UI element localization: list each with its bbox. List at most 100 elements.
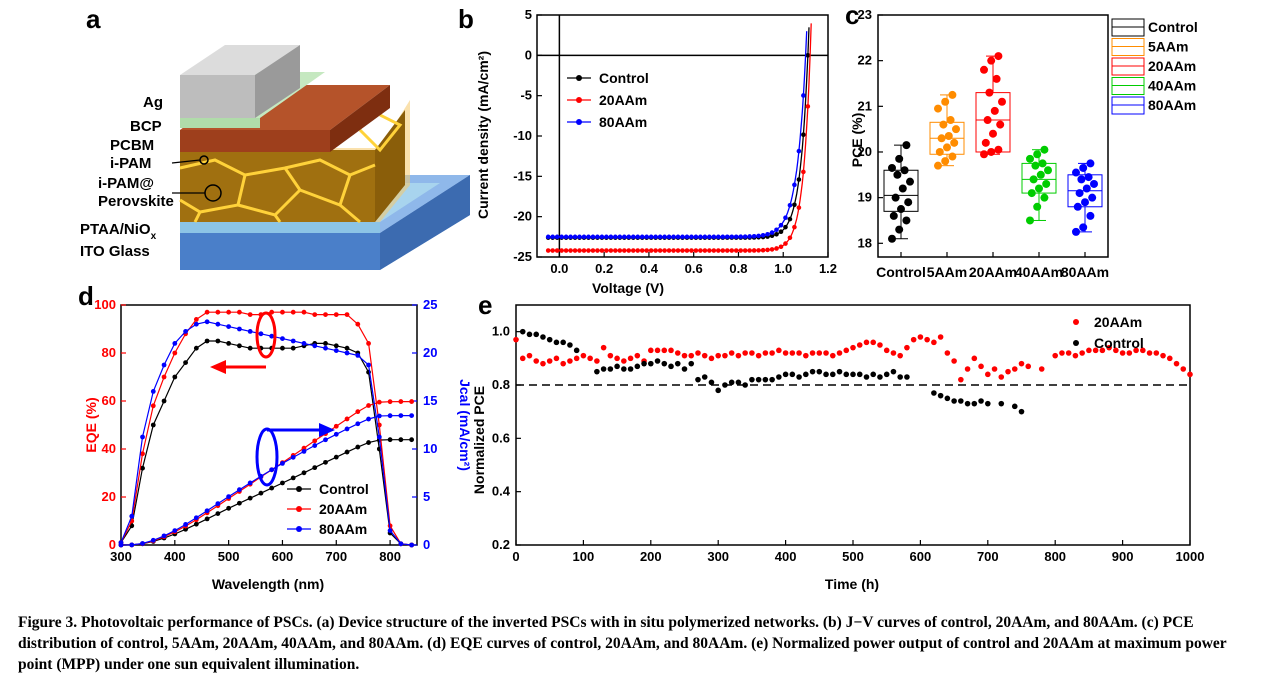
e-point-20AAm (803, 352, 809, 359)
e-point-Control (695, 376, 701, 383)
b-x-tick-label: 0.0 (550, 261, 568, 276)
b-point-20AAm (559, 248, 564, 253)
e-point-20AAm (870, 339, 877, 346)
b-line-20AAm (548, 23, 812, 252)
e-plot-frame (515, 304, 1191, 546)
c-point-Control (904, 198, 913, 207)
c-point-5AAm (943, 143, 951, 152)
e-point-Control (951, 398, 957, 404)
e-point-20AAm (890, 350, 897, 356)
b-y-tick-label: -5 (520, 88, 532, 103)
b-point-Control (774, 232, 779, 237)
b-y-tick-label: 0 (525, 47, 532, 62)
b-point-20AAm (572, 248, 578, 253)
d-eqe-point-Control (161, 398, 167, 404)
d-jsc-point-20AAm (398, 399, 404, 404)
e-point-Control (964, 400, 971, 407)
e-point-20AAm (856, 342, 863, 348)
b-point-80AAm (742, 234, 748, 239)
e-point-20AAm (674, 350, 681, 356)
d-jsc-point-20AAm (409, 399, 415, 404)
b-point-80AAm (626, 234, 632, 240)
c-point-Control (906, 177, 914, 186)
c-point-5AAm (939, 120, 948, 129)
d-jsc-point-20AAm (387, 399, 393, 405)
b-point-20AAm (644, 248, 649, 253)
b-point-80AAm (792, 182, 797, 188)
e-point-Control (668, 363, 674, 370)
d-eqe-point-80AAm (387, 528, 393, 533)
e-point-Control (985, 400, 991, 407)
b-point-20AAm (599, 248, 605, 253)
b-point-20AAm (662, 248, 667, 253)
d-jsc-point-Control (387, 437, 393, 443)
c-point-80AAm (1086, 159, 1095, 168)
e-point-20AAm (998, 374, 1005, 380)
d-y-tick-label: 80 (102, 345, 116, 360)
d-y2-tick-label: 20 (423, 345, 437, 360)
e-point-Control (836, 368, 843, 375)
e-point-Control (850, 371, 856, 378)
d-jsc-line-Control (120, 439, 412, 546)
d-eqe-ellipse (255, 311, 277, 359)
b-point-80AAm (559, 234, 564, 240)
d-x-tick-label: 600 (272, 549, 294, 564)
ipam-marker (199, 155, 209, 165)
b-y-tick-label: -15 (513, 168, 532, 183)
c-point-20AAm (989, 129, 997, 138)
d-jsc-point-80AAm (290, 454, 296, 460)
e-point-20AAm (944, 350, 951, 356)
d-jsc-point-80AAm (226, 494, 232, 500)
e-point-20AAm (755, 352, 762, 359)
d-jsc-point-20AAm (355, 409, 361, 415)
b-point-80AAm (662, 234, 667, 240)
e-point-Control (600, 366, 607, 372)
b-point-80AAm (581, 234, 587, 240)
e-point-20AAm (526, 352, 533, 359)
b-point-20AAm (787, 235, 793, 241)
e-x-tick-label: 800 (1044, 549, 1066, 564)
ipam-pointer (171, 159, 201, 164)
d-eqe-point-20AAm (161, 374, 167, 380)
e-point-20AAm (951, 358, 957, 364)
c-point-5AAm (952, 125, 960, 134)
b-point-Control (778, 229, 784, 235)
c-point-Control (900, 166, 909, 175)
b-point-80AAm (568, 234, 573, 240)
b-point-20AAm (702, 248, 708, 253)
b-point-20AAm (733, 248, 739, 253)
b-point-20AAm (698, 248, 703, 253)
c-category-label: 40AAm (1015, 264, 1063, 280)
e-point-20AAm (1059, 350, 1065, 356)
d-y2-axis-label: Jcal (mA/cm²) (457, 379, 473, 471)
d-jsc-point-Control (226, 505, 232, 511)
b-point-80AAm (680, 234, 685, 240)
b-point-Control (769, 233, 775, 239)
c-point-40AAm (1027, 189, 1036, 198)
e-point-Control (728, 379, 735, 386)
b-point-80AAm (577, 234, 582, 240)
b-point-Control (783, 224, 788, 230)
e-point-20AAm (749, 350, 755, 356)
b-point-80AAm (590, 234, 596, 240)
d-eqe-point-20AAm (366, 341, 371, 346)
b-point-80AAm (675, 234, 681, 240)
d-plot-frame (120, 304, 418, 546)
d-jsc-point-Control (301, 470, 307, 476)
d-eqe-point-20AAm (355, 321, 361, 327)
c-category-label: 80AAm (1061, 264, 1109, 280)
e-point-20AAm (728, 350, 735, 356)
b-line-80AAm (548, 31, 808, 238)
d-eqe-point-80AAm (161, 362, 167, 368)
d-y-tick-label: 0 (109, 537, 116, 552)
d-eqe-point-20AAm (193, 317, 199, 322)
d-eqe-arrow-head (210, 360, 226, 374)
b-point-80AAm (760, 232, 766, 238)
d-eqe-point-80AAm (226, 324, 232, 329)
d-y2-tick-label: 25 (423, 297, 437, 312)
label-ipam: i-PAM (110, 155, 151, 172)
e-point-Control (519, 328, 526, 335)
e-point-20AAm (809, 350, 816, 356)
d-y-tick-label: 100 (94, 297, 116, 312)
panel-c: c PCE (%) 181920212223ControlControl5AAm… (845, 0, 1198, 280)
